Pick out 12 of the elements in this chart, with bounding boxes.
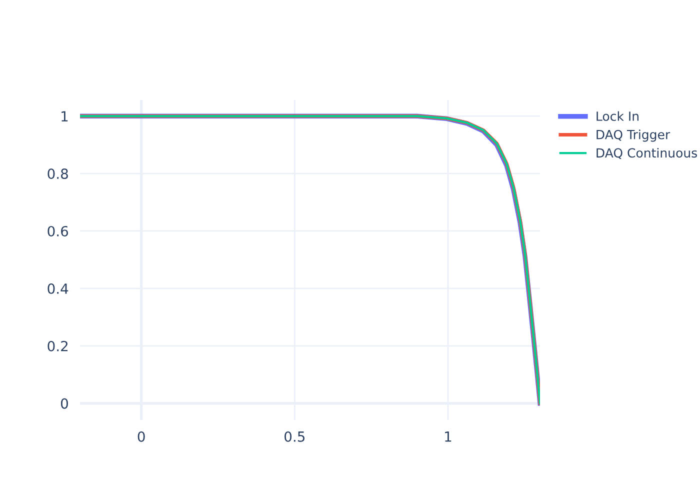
y-tick-label: 1 [62, 111, 68, 122]
legend-label: DAQ Trigger [596, 130, 670, 142]
y-tick-label: 0.4 [48, 283, 68, 294]
y-tick-label: 0.6 [48, 226, 68, 236]
legend-label: DAQ Continuous [596, 148, 697, 160]
y-tick-label: 0.2 [48, 340, 68, 352]
legend-label: Lock In [596, 111, 638, 121]
x-tick-label: 1 [445, 432, 452, 442]
x-tick-label: 0.5 [284, 431, 304, 442]
y-tick-label: 0 [60, 398, 68, 409]
x-tick-label: 0 [138, 431, 145, 442]
y-tick-label: 0.8 [48, 168, 68, 180]
